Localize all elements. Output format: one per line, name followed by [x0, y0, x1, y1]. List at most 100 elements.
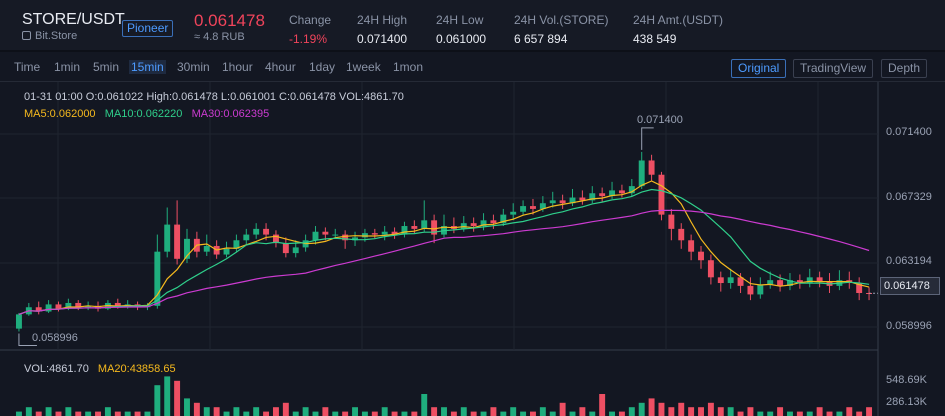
volume-bar [272, 407, 279, 416]
volume-bar [747, 407, 754, 416]
candle-body [609, 190, 616, 197]
candle-body [579, 197, 586, 201]
volume-bar [460, 407, 467, 416]
last-price: 0.061478 [194, 11, 265, 30]
tab-1week[interactable]: 1week [346, 60, 381, 74]
low-pointer [18, 333, 37, 346]
candle-body [470, 223, 477, 227]
stat-value: -1.19% [289, 32, 328, 46]
volume-bar [322, 407, 329, 416]
price-rub: ≈ 4.8 RUB [194, 31, 245, 43]
stat-value: 0.061000 [436, 32, 487, 46]
volume-bar [648, 398, 655, 416]
volume-bar [174, 380, 181, 416]
volume-bar [727, 407, 734, 416]
tab-1hour[interactable]: 1hour [222, 60, 253, 74]
candle-body [668, 214, 675, 229]
volume-bar [599, 394, 606, 416]
volume-bar [579, 407, 586, 416]
price-axis-label: 0.058996 [886, 320, 932, 332]
candle-body [777, 280, 784, 286]
candlestick-chart[interactable] [0, 82, 945, 416]
tab-1min[interactable]: 1min [54, 60, 81, 74]
candle-body [272, 234, 279, 244]
tab-30min[interactable]: 30min [177, 60, 210, 74]
volume-bar [193, 402, 200, 416]
candle-body [678, 228, 685, 241]
candle-body [164, 224, 171, 252]
candle-body [589, 193, 596, 201]
volume-axis-label: 548.69K [886, 374, 927, 386]
candle-body [282, 243, 289, 254]
tab-15min[interactable]: 15min [129, 60, 166, 74]
volume-bar [510, 407, 517, 416]
candle-body [480, 220, 487, 227]
candle-body [233, 240, 240, 249]
volume-bar [796, 411, 803, 416]
volume-bar [134, 411, 141, 416]
volume-bar [312, 411, 319, 416]
view-tradingview-button[interactable]: TradingView [793, 59, 874, 78]
tab-1day[interactable]: 1day [309, 60, 336, 74]
volume-bar [441, 407, 447, 416]
volume-bar [15, 411, 22, 416]
ma5-label: MA5:0.062000 [24, 108, 96, 120]
volume-bar [836, 411, 843, 416]
candle-body [796, 280, 803, 284]
candle-body [717, 277, 724, 284]
view-original-button[interactable]: Original [731, 59, 787, 78]
volume-bar [243, 411, 250, 416]
candle-body [559, 200, 566, 204]
volume-bar [65, 407, 72, 416]
chart-toolbar: Time 1min 5min 15min 30min 1hour 4hour 1… [0, 54, 945, 82]
volume-bar [826, 411, 833, 416]
candle-body [747, 285, 754, 295]
candle-body [727, 277, 734, 284]
tab-4hour[interactable]: 4hour [265, 60, 296, 74]
current-price-tag: 0.061478 [880, 277, 940, 295]
candle-body [549, 200, 556, 204]
stat-value: 438 549 [633, 32, 677, 46]
volume-bar [490, 407, 497, 416]
ma20-label: MA20:43858.65 [97, 363, 176, 375]
exchange-label: Bit.Store [35, 30, 78, 42]
volume-bar [233, 407, 240, 416]
candle-body [292, 247, 299, 254]
candle-body [411, 226, 418, 229]
tab-1mon[interactable]: 1mon [393, 60, 424, 74]
candle-body [312, 231, 319, 241]
volume-bar [787, 411, 793, 416]
candle-body [569, 197, 576, 204]
volume-bar [470, 411, 477, 416]
candle-body [539, 203, 546, 209]
candle-body [767, 280, 774, 285]
volume-bar [114, 411, 121, 416]
candle-body [371, 233, 378, 235]
volume-bar [55, 411, 62, 416]
ma5-line [18, 180, 870, 315]
high-pointer [641, 127, 654, 150]
candle-body [35, 307, 42, 312]
candle-body [15, 314, 22, 329]
volume-bar [450, 411, 457, 416]
ma10-line [18, 188, 870, 315]
volume-bar [25, 407, 32, 416]
volume-bar [717, 407, 724, 416]
volume-bar [154, 385, 161, 416]
volume-bar [559, 402, 566, 416]
volume-bar [638, 402, 645, 416]
view-depth-button[interactable]: Depth [881, 59, 928, 78]
candle-body [352, 237, 358, 241]
volume-bar [688, 407, 695, 416]
candle-body [154, 251, 161, 306]
tab-time[interactable]: Time [14, 60, 41, 74]
volume-bar [401, 411, 408, 416]
low-annotation: 0.058996 [32, 332, 78, 344]
ma-legend: MA5:0.062000 MA10:0.062220 MA30:0.062395 [24, 108, 269, 120]
tab-5min[interactable]: 5min [93, 60, 120, 74]
pioneer-badge[interactable]: Pioneer [122, 20, 174, 37]
ohlc-readout: 01-31 01:00 O:0.061022 High:0.061478 L:0… [24, 91, 404, 103]
volume-bar [678, 402, 685, 416]
volume-bar [253, 407, 260, 416]
volume-bar [421, 394, 428, 416]
